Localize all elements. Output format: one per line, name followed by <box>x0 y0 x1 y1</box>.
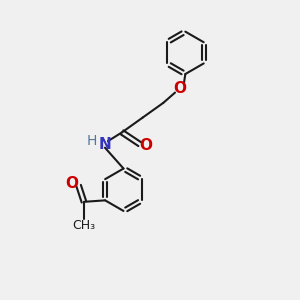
Text: N: N <box>99 136 111 152</box>
Text: O: O <box>140 138 153 153</box>
Text: H: H <box>87 134 97 148</box>
Text: CH₃: CH₃ <box>72 220 95 232</box>
Text: O: O <box>173 81 186 96</box>
Text: O: O <box>66 176 79 191</box>
